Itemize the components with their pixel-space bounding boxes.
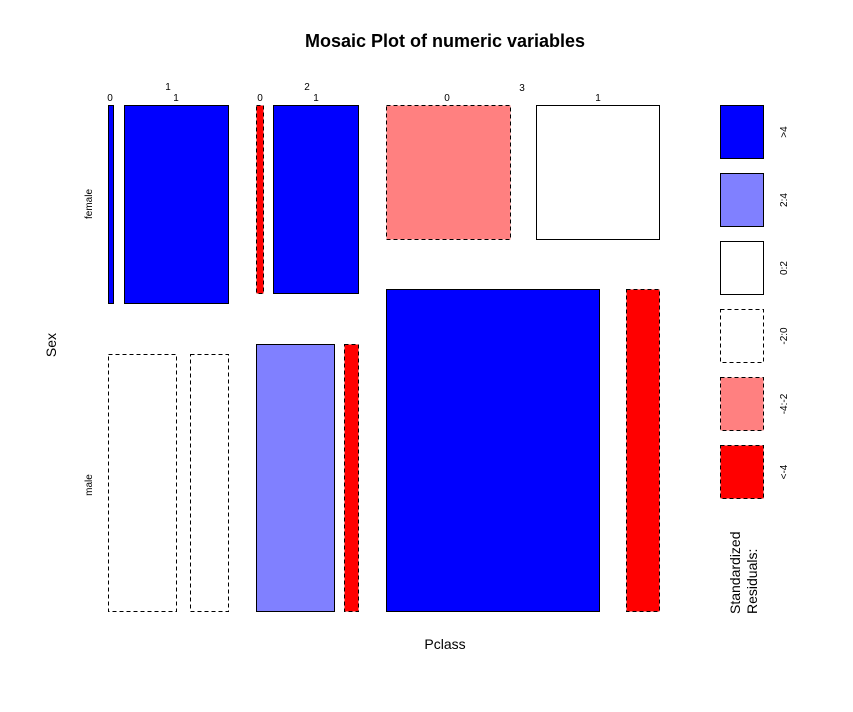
survived-label-pclass2-1: 1 — [313, 93, 319, 104]
legend-title-line-1: Standardized — [727, 531, 743, 614]
legend-label-6: <-4 — [779, 464, 790, 479]
legend-swatch-4 — [720, 309, 764, 363]
tile-pclass3-male-survived0 — [386, 289, 600, 612]
pclass-label-1: 1 — [165, 82, 171, 93]
tile-pclass1-female-survived1 — [124, 105, 229, 304]
pclass-label-2: 2 — [304, 82, 310, 93]
tile-pclass3-female-survived1 — [536, 105, 660, 240]
y-axis-title: Sex — [43, 333, 59, 357]
x-axis-title: Pclass — [424, 636, 465, 652]
mosaic-tiles — [108, 105, 660, 612]
sex-label-male: male — [84, 474, 95, 496]
tile-pclass1-female-survived0 — [108, 105, 114, 304]
survived-label-pclass2-0: 0 — [257, 93, 263, 104]
tile-pclass3-female-survived0 — [386, 105, 511, 240]
survived-label-pclass1-0: 0 — [107, 93, 113, 104]
sex-label-female: female — [84, 189, 95, 219]
sex-labels: female male — [84, 189, 95, 496]
tile-pclass2-female-survived1 — [273, 105, 359, 294]
legend-swatch-2 — [720, 173, 764, 227]
legend-label-3: 0:2 — [779, 261, 790, 275]
legend-swatch-5 — [720, 377, 764, 431]
legend-label-4: -2:0 — [779, 327, 790, 345]
legend-swatch-3 — [720, 241, 764, 295]
survived-label-pclass3-1: 1 — [595, 93, 601, 104]
chart-title: Mosaic Plot of numeric variables — [305, 31, 585, 51]
tile-pclass1-male-survived0 — [108, 354, 177, 612]
legend-label-5: -4:-2 — [779, 393, 790, 414]
legend-swatch-1 — [720, 105, 764, 159]
legend-swatch-6 — [720, 445, 764, 499]
pclass-labels: 1 2 3 — [165, 82, 525, 94]
survived-labels: 0 1 0 1 0 1 — [107, 93, 601, 104]
tile-pclass2-male-survived0 — [256, 344, 335, 612]
survived-label-pclass1-1: 1 — [173, 93, 179, 104]
legend-label-2: 2:4 — [779, 193, 790, 207]
tile-pclass2-male-survived1 — [344, 344, 359, 612]
tile-pclass1-male-survived1 — [190, 354, 229, 612]
legend-title-line-2: Residuals: — [744, 549, 760, 614]
tile-pclass3-male-survived1 — [626, 289, 660, 612]
residuals-legend: >4 2:4 0:2 -2:0 -4:-2 <-4 — [720, 105, 790, 499]
pclass-label-3: 3 — [519, 83, 525, 94]
legend-label-1: >4 — [779, 126, 790, 138]
survived-label-pclass3-0: 0 — [444, 93, 450, 104]
tile-pclass2-female-survived0 — [256, 105, 264, 294]
